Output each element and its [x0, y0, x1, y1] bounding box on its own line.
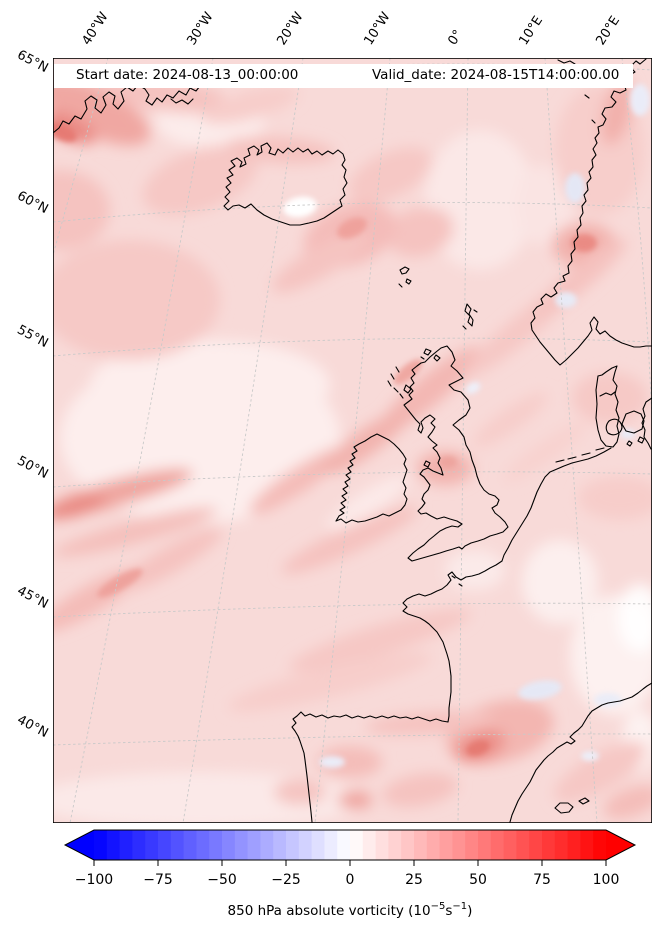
coast-orkney [420, 348, 441, 362]
coast-ireland [335, 433, 408, 524]
coast-limfjord [599, 391, 616, 397]
colorbar-tick-labels: −100 −75 −50 −25 0 25 50 75 100 [75, 872, 620, 888]
coast-greenland [53, 84, 201, 134]
cb-tick-n75: −75 [143, 872, 173, 888]
cb-tick-0: 0 [346, 872, 355, 888]
coast-faroes [398, 266, 412, 288]
coast-med-spain [509, 682, 652, 823]
cb-tick-100: 100 [593, 872, 620, 888]
lon-label-20w: 20°W [274, 9, 307, 48]
coast-iceland [223, 142, 348, 226]
coast-hebrides [387, 366, 412, 399]
coastlines [53, 58, 652, 823]
lat-label-40n: 40°N [14, 712, 51, 742]
colorbar: −100 −75 −50 −25 0 25 50 75 100 850 hPa … [63, 829, 637, 919]
lat-label-55n: 55°N [14, 322, 51, 352]
coast-norway-islets [557, 59, 596, 124]
lon-label-0: 0° [445, 27, 467, 48]
lon-label-20e: 20°E [593, 13, 624, 48]
coast-france-iberia [291, 560, 503, 823]
cb-tick-50: 50 [469, 872, 487, 888]
cb-tick-n100: −100 [75, 872, 113, 888]
lon-label-10w: 10°W [361, 9, 394, 48]
coast-sweden-south [641, 397, 652, 450]
valid-date-text: Valid_date: 2024-08-15T14:00:00.00 [372, 67, 620, 83]
coast-denmark [595, 365, 620, 448]
lat-label-65n: 65°N [14, 47, 51, 77]
cb-tick-n25: −25 [271, 872, 301, 888]
lat-label-45n: 45°N [14, 583, 51, 613]
map-canvas: Start date: 2024-08-13_00:00:00 Valid_da… [53, 58, 652, 823]
colorbar-bands [65, 830, 635, 860]
coast-zealand [621, 410, 645, 447]
header-band: Start date: 2024-08-13_00:00:00 Valid_da… [54, 64, 633, 88]
coast-norway [530, 58, 652, 366]
coast-german-dutch [501, 447, 612, 562]
coast-channel-islands [451, 575, 463, 587]
start-date-text: Start date: 2024-08-13_00:00:00 [76, 67, 299, 83]
lat-label-50n: 50°N [14, 453, 51, 483]
coast-greenland-fjord [170, 98, 194, 105]
lon-label-40w: 40°W [79, 9, 112, 48]
coast-isle-of-man [423, 460, 431, 468]
coast-frisian-islands [555, 447, 605, 463]
cb-tick-n50: −50 [207, 872, 237, 888]
lat-label-60n: 60°N [14, 188, 51, 218]
cb-tick-25: 25 [405, 872, 423, 888]
colorbar-title: 850 hPa absolute vorticity (10−5s−1) [228, 901, 473, 919]
lon-label-10e: 10°E [516, 13, 547, 48]
map-svg [53, 58, 652, 823]
vorticity-field [53, 76, 652, 823]
coast-mallorca [554, 797, 590, 814]
coast-great-britain [403, 345, 509, 562]
coast-shetland [462, 303, 478, 330]
colorbar-ticks [93, 860, 607, 866]
cb-tick-75: 75 [533, 872, 551, 888]
lon-label-30w: 30°W [184, 9, 217, 48]
coast-funen [605, 418, 623, 436]
